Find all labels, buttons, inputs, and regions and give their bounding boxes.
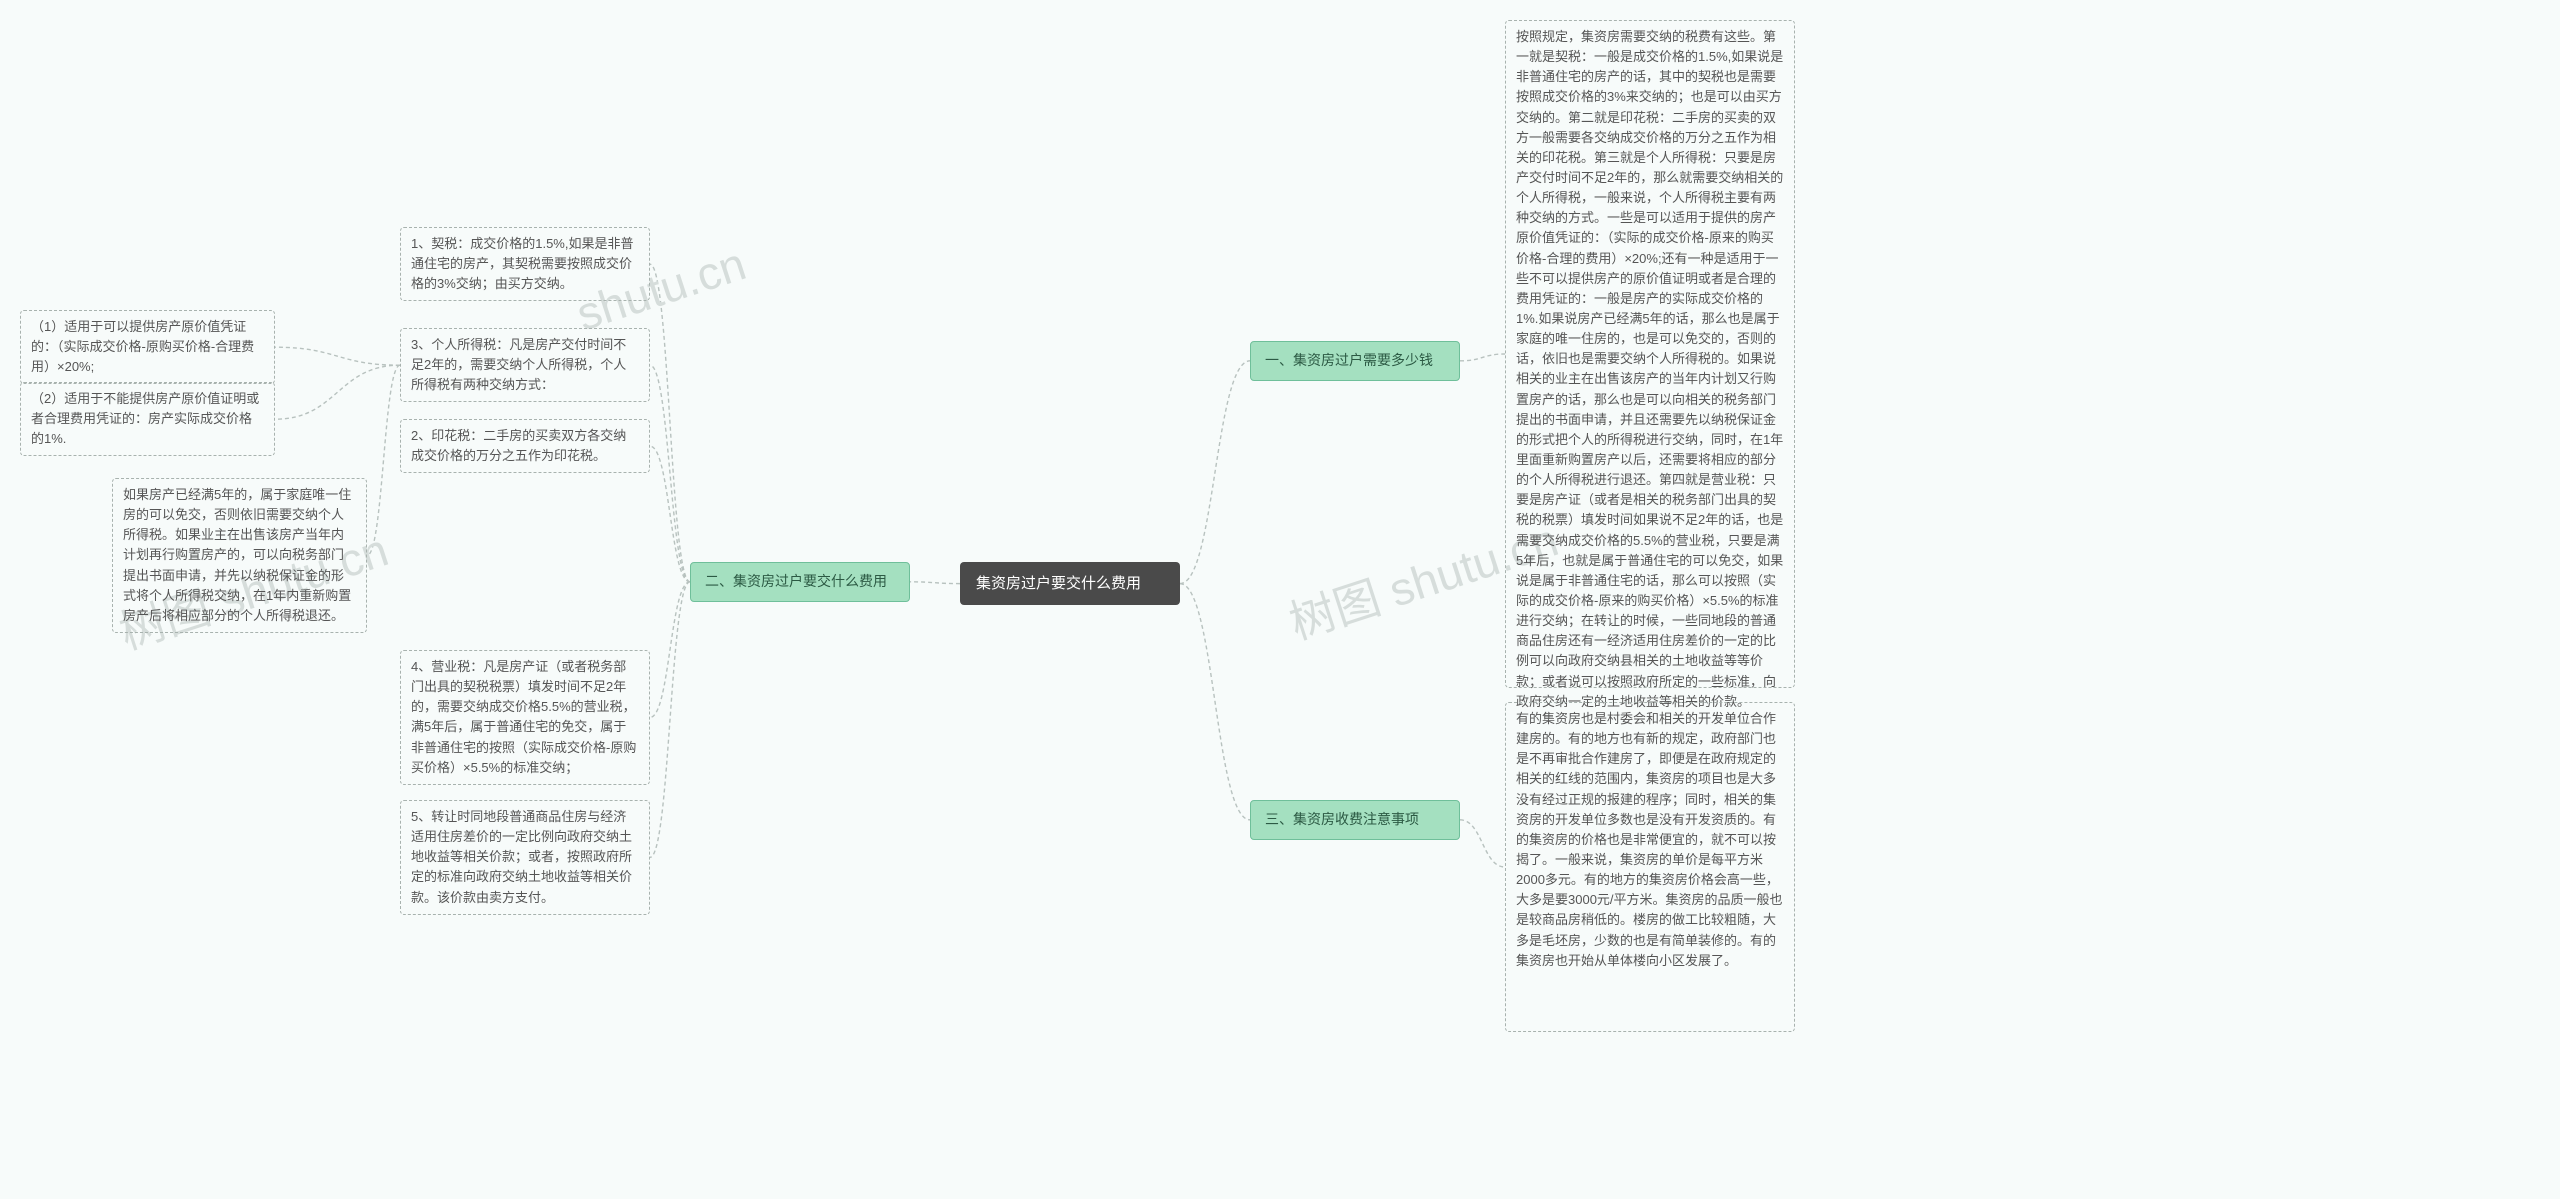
branch-node[interactable]: 一、集资房过户需要多少钱	[1250, 341, 1460, 381]
root-node[interactable]: 集资房过户要交什么费用	[960, 562, 1180, 605]
branch-node[interactable]: 二、集资房过户要交什么费用	[690, 562, 910, 602]
connector-layer	[0, 0, 2560, 1199]
leaf-node[interactable]: 按照规定，集资房需要交纳的税费有这些。第一就是契税：一般是成交价格的1.5%,如…	[1505, 20, 1795, 688]
leaf-node[interactable]: 有的集资房也是村委会和相关的开发单位合作建房的。有的地方也有新的规定，政府部门也…	[1505, 702, 1795, 1032]
leaf-node[interactable]: （1）适用于可以提供房产原价值凭证的：（实际成交价格-原购买价格-合理费用）×2…	[20, 310, 275, 384]
leaf-node[interactable]: 2、印花税：二手房的买卖双方各交纳成交价格的万分之五作为印花税。	[400, 419, 650, 473]
leaf-node[interactable]: 1、契税：成交价格的1.5%,如果是非普通住宅的房产，其契税需要按照成交价格的3…	[400, 227, 650, 301]
leaf-node[interactable]: （2）适用于不能提供房产原价值证明或者合理费用凭证的：房产实际成交价格的1%.	[20, 382, 275, 456]
leaf-node[interactable]: 5、转让时同地段普通商品住房与经济适用住房差价的一定比例向政府交纳土地收益等相关…	[400, 800, 650, 915]
branch-node[interactable]: 三、集资房收费注意事项	[1250, 800, 1460, 840]
mindmap-canvas: 树图 shutu.cn shutu.cn 树图 shutu.cn 集资房过户要交…	[0, 0, 2560, 1199]
leaf-node[interactable]: 4、营业税：凡是房产证（或者税务部门出具的契税税票）填发时间不足2年的，需要交纳…	[400, 650, 650, 785]
leaf-node[interactable]: 如果房产已经满5年的，属于家庭唯一住房的可以免交，否则依旧需要交纳个人所得税。如…	[112, 478, 367, 633]
leaf-node[interactable]: 3、个人所得税：凡是房产交付时间不足2年的，需要交纳个人所得税，个人所得税有两种…	[400, 328, 650, 402]
